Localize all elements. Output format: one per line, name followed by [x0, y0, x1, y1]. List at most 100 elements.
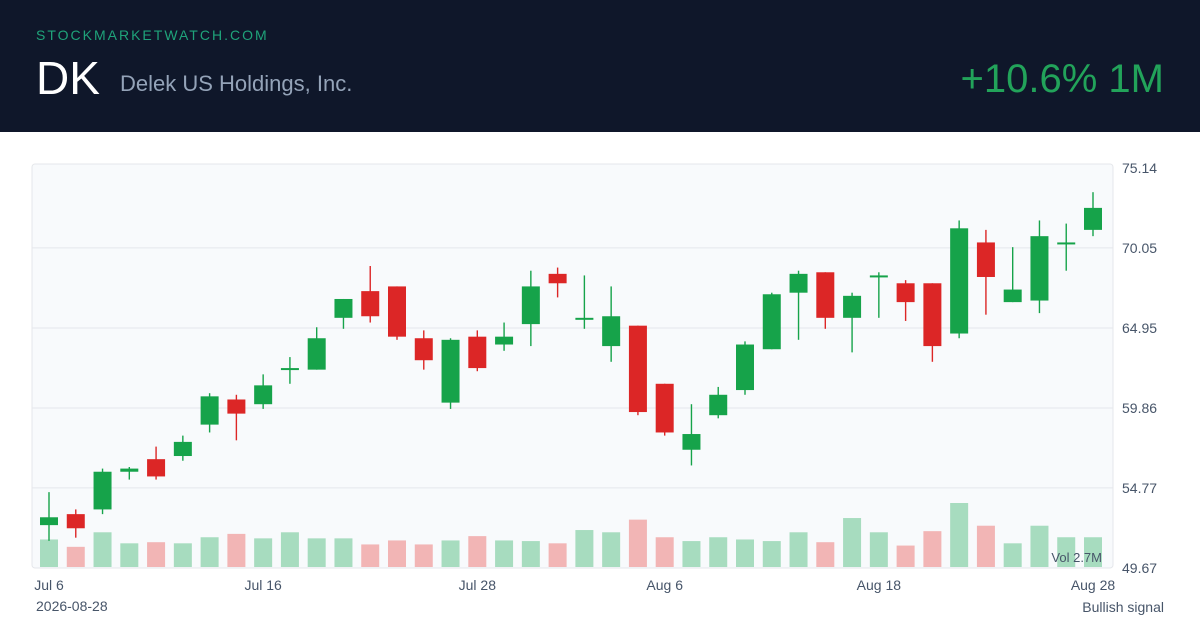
candle-body [950, 228, 969, 334]
signal-label: Bullish signal [1082, 599, 1164, 615]
y-tick-label: 59.86 [1122, 400, 1157, 416]
x-tick-label: Jul 16 [244, 577, 282, 593]
candle-body [334, 298, 353, 318]
volume-bar [976, 525, 995, 567]
volume-bar [388, 540, 406, 567]
volume-bar [66, 546, 85, 567]
candle-body [548, 273, 567, 284]
candle-body [1003, 289, 1022, 303]
x-tick-label: Jul 28 [459, 577, 497, 593]
volume-bar [575, 530, 594, 567]
header-banner: STOCKMARKETWATCH.COM DK Delek US Holding… [0, 0, 1200, 132]
volume-bar [789, 532, 808, 567]
volume-bar [1003, 543, 1022, 567]
candle-body [40, 517, 58, 526]
volume-bar [709, 537, 728, 567]
candle-body [1084, 207, 1102, 230]
plot-area [31, 163, 1114, 569]
volume-bar [816, 542, 835, 567]
y-tick-label: 54.77 [1122, 480, 1157, 496]
candle-body [120, 468, 139, 472]
volume-bar [896, 545, 915, 567]
candle-body [655, 383, 674, 433]
candle-body [254, 385, 273, 405]
candle-body [227, 399, 246, 414]
volume-bar [334, 538, 353, 567]
volume-bar [682, 541, 701, 567]
candle-body [388, 286, 406, 337]
site-name: STOCKMARKETWATCH.COM [36, 27, 269, 43]
volume-bar [843, 518, 862, 567]
candle-body [441, 339, 460, 403]
x-tick-label: Aug 18 [857, 577, 902, 593]
volume-bar [307, 538, 326, 567]
volume-bar [1030, 525, 1049, 567]
volume-bar [869, 532, 888, 567]
x-tick-label: Aug 6 [646, 577, 683, 593]
volume-label: Vol 2.7M [1051, 550, 1102, 565]
candle-body [468, 336, 487, 369]
candle-body [1030, 236, 1049, 301]
volume-bar [736, 539, 754, 567]
volume-bar [468, 536, 487, 567]
candle-body [280, 368, 299, 371]
volume-bar [521, 541, 540, 567]
volume-bar [147, 542, 166, 567]
price-change: +10.6% 1M [960, 57, 1164, 101]
volume-bar [227, 533, 246, 567]
volume-bar [254, 538, 273, 567]
y-tick-label: 75.14 [1122, 160, 1157, 176]
volume-bar [1057, 537, 1076, 567]
volume-bar [40, 539, 58, 567]
candle-body [307, 338, 326, 370]
volume-bar [602, 532, 621, 567]
candle-body [896, 283, 915, 303]
volume-bar [628, 519, 647, 567]
ticker-symbol: DK [36, 52, 100, 104]
candle-body [66, 514, 85, 529]
candle-body [521, 286, 540, 325]
x-tick-label: Aug 28 [1071, 577, 1116, 593]
candle-body [682, 434, 701, 450]
volume-bar [200, 537, 219, 567]
volume-bar [120, 543, 139, 567]
volume-bar [361, 544, 380, 567]
candle-body [147, 459, 166, 477]
candle-body [736, 344, 754, 391]
candle-body [709, 394, 728, 416]
volume-bar [1084, 537, 1102, 567]
candle-body [628, 325, 647, 413]
volume-bar [280, 532, 299, 567]
x-tick-label: Jul 6 [34, 577, 64, 593]
volume-bar [93, 532, 112, 567]
candle-body [1057, 242, 1076, 245]
candle-body [495, 336, 514, 345]
candle-body [361, 291, 380, 317]
candle-body [93, 471, 112, 510]
volume-bar [495, 540, 514, 567]
candle-body [602, 316, 621, 347]
volume-bar [762, 541, 781, 567]
candle-body [414, 338, 433, 361]
volume-bar [173, 543, 192, 567]
volume-bar [441, 540, 460, 567]
volume-bar [950, 503, 969, 567]
candle-body [173, 441, 192, 457]
candle-body [200, 396, 219, 425]
volume-bar [923, 531, 942, 567]
y-tick-label: 70.05 [1122, 240, 1157, 256]
y-tick-label: 64.95 [1122, 320, 1157, 336]
candle-body [843, 295, 862, 318]
candle-body [789, 273, 808, 293]
candle-body [923, 283, 942, 347]
footer-date: 2026-08-28 [36, 598, 108, 614]
candle-body [976, 242, 995, 277]
candle-body [869, 275, 888, 278]
candle-body [762, 294, 781, 350]
volume-bar [548, 543, 567, 567]
candle-body [816, 272, 835, 318]
company-name: Delek US Holdings, Inc. [120, 71, 353, 96]
volume-bar [414, 544, 433, 567]
volume-bar [655, 537, 674, 567]
